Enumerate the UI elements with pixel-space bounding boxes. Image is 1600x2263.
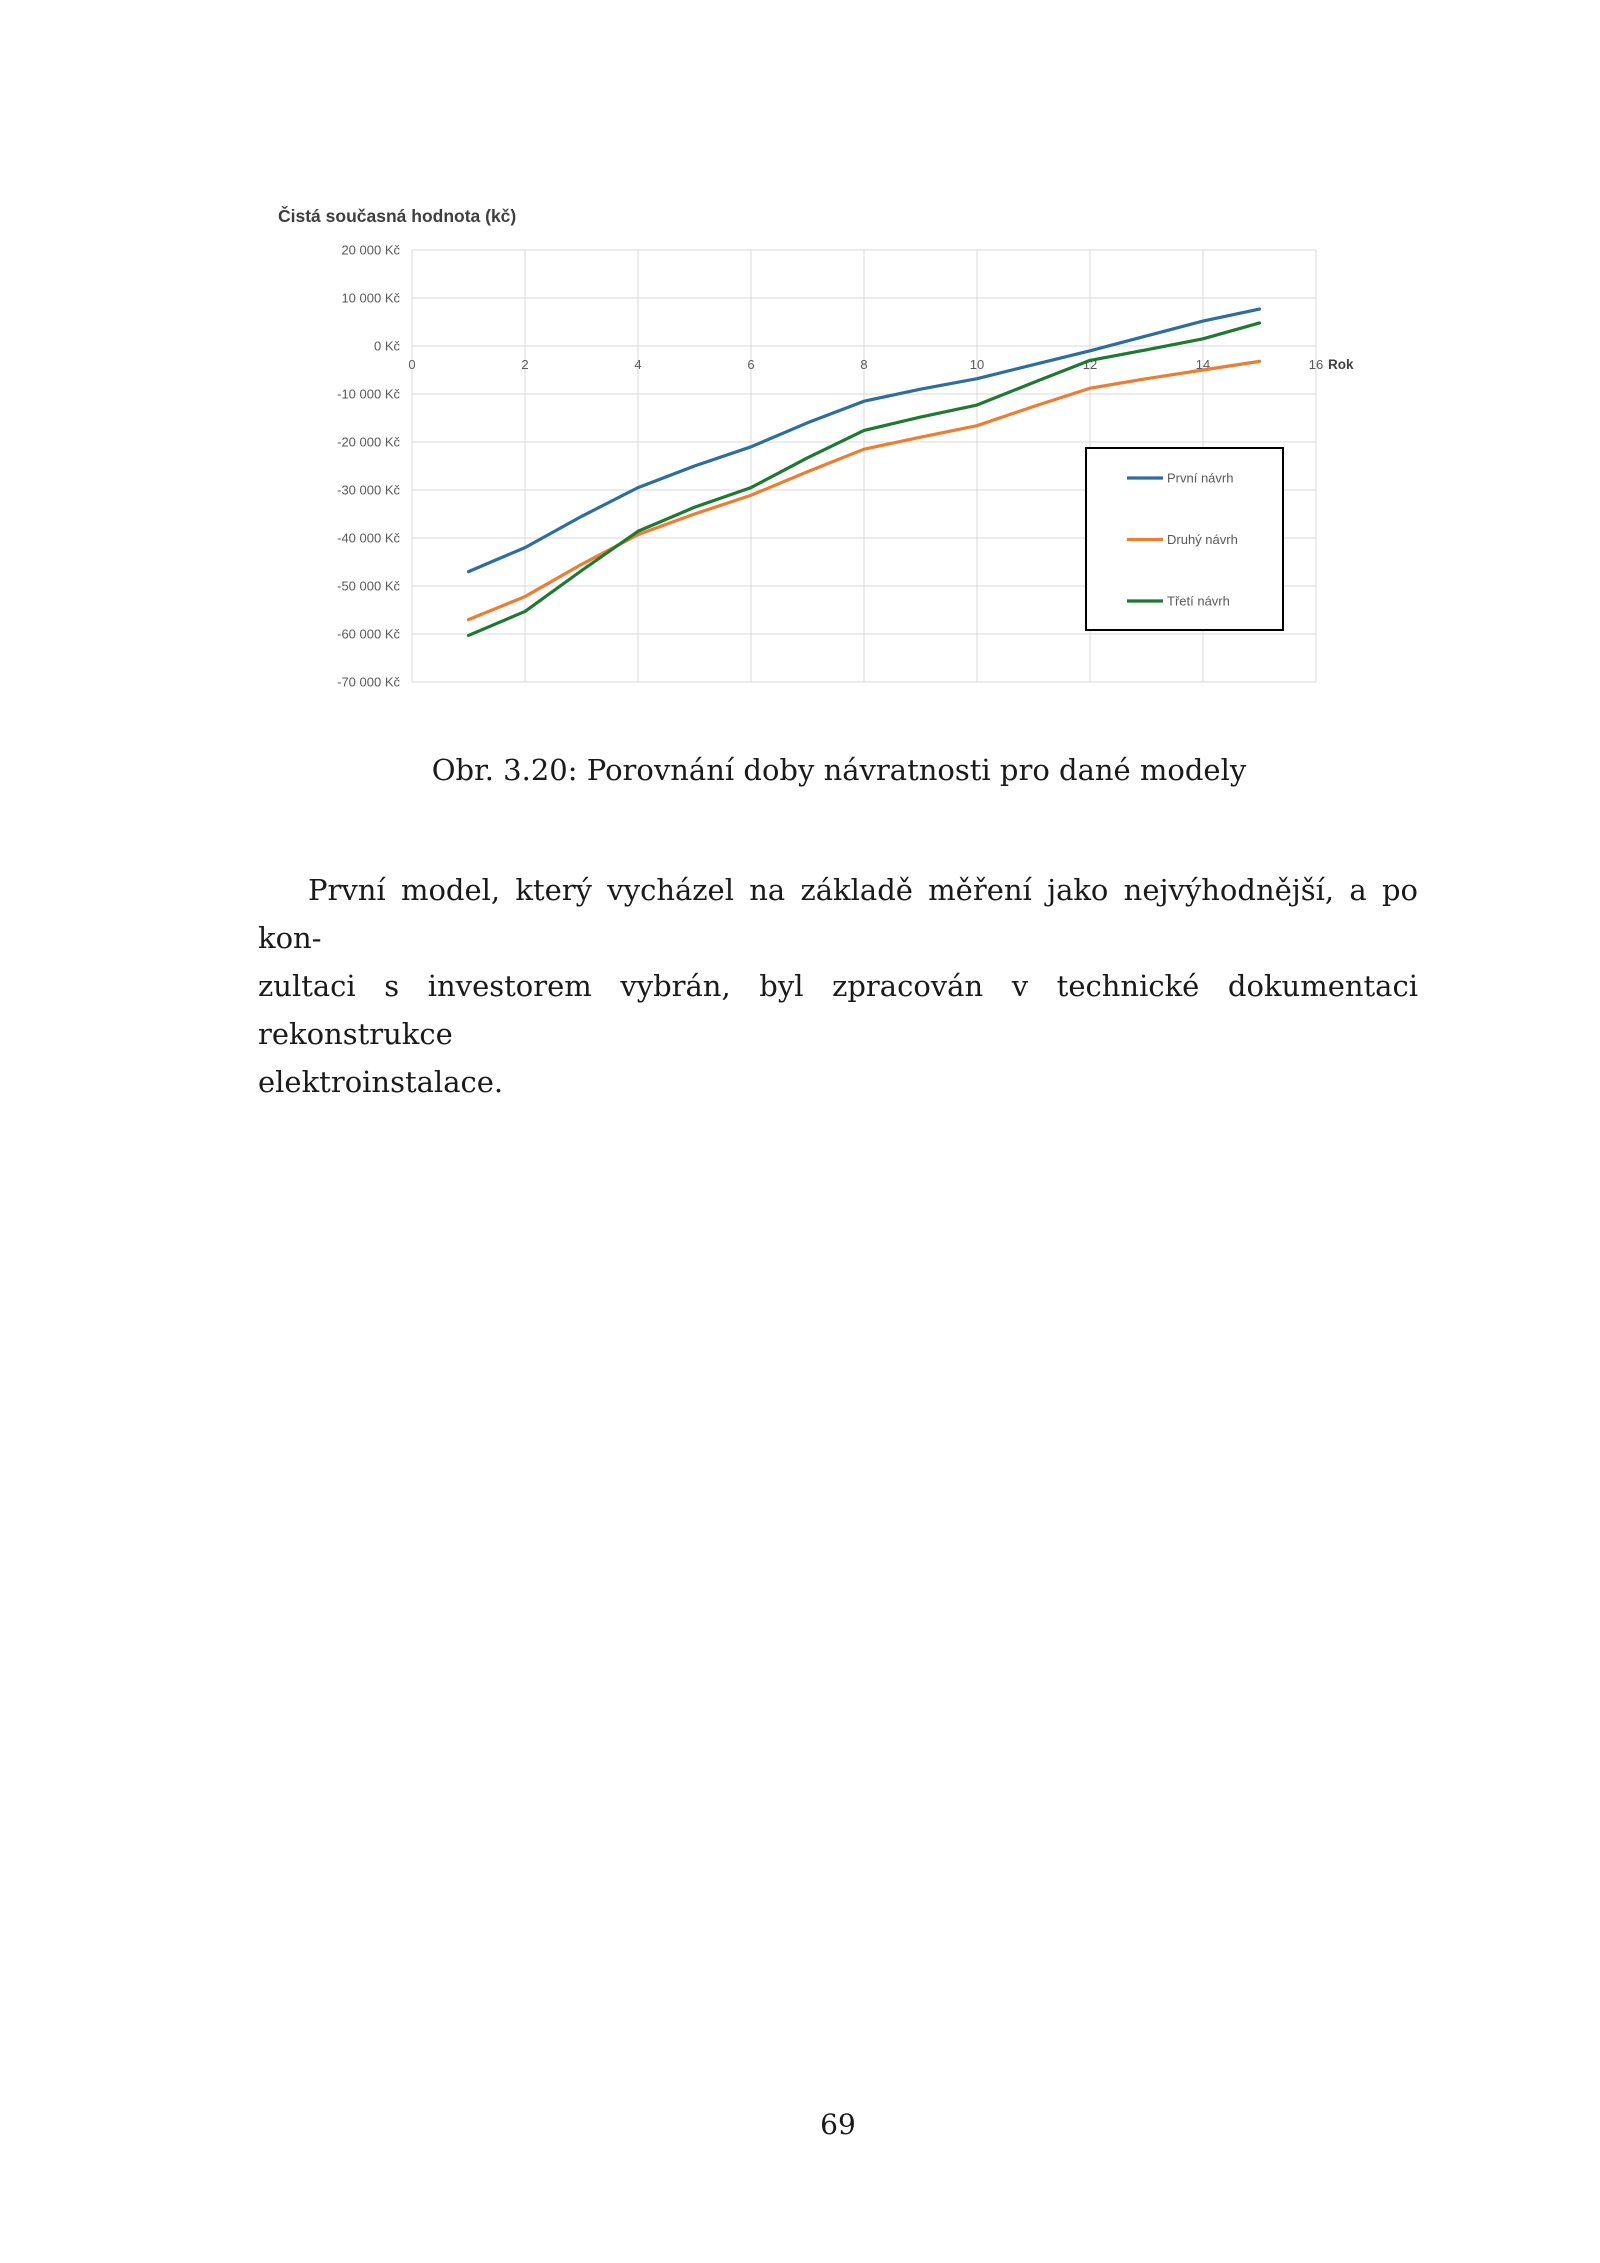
legend-box [1085,447,1284,631]
paragraph-line-2: zultaci s investorem vybrán, byl zpracov… [258,969,1418,1051]
series-line-3 [466,321,1262,638]
x-axis-tick-label: 4 [634,357,641,372]
paragraph-line-3: elektroinstalace. [258,1065,504,1099]
body-paragraph: První model, který vycházel na základě m… [258,866,1418,1106]
x-axis-title: Rok [1328,357,1354,372]
y-axis-tick-label: -70 000 Kč [337,675,400,690]
page-number: 69 [820,2108,856,2141]
x-axis-tick-label: 16 [1309,357,1323,372]
chart-title: Čistá současná hodnota (kč) [278,205,516,226]
x-axis-tick-label: 10 [970,357,984,372]
npv-line-chart: Čistá současná hodnota (kč) 20 000 Kč 10 0… [0,0,1600,760]
y-axis-tick-label: -40 000 Kč [337,531,400,546]
y-axis-tick-label: -60 000 Kč [337,627,400,642]
x-axis-tick-label: 2 [521,357,528,372]
y-axis-tick-label: 10 000 Kč [341,291,400,306]
chart-canvas: Čistá současná hodnota (kč) 20 000 Kč 10 0… [278,205,1354,690]
x-axis-tick-label: 0 [408,357,415,372]
x-axis-tick-label: 8 [860,357,867,372]
y-axis-tick-label: -10 000 Kč [337,387,400,402]
series-line-1 [466,307,1262,574]
y-axis-tick-label: -50 000 Kč [337,579,400,594]
legend-label-3: Třetí návrh [1167,594,1230,609]
x-axis-tick-label: 6 [747,357,754,372]
paragraph-line-1: První model, který vycházel na základě m… [258,873,1418,955]
y-axis-tick-label: -20 000 Kč [337,435,400,450]
legend-label-2: Druhý návrh [1167,532,1238,547]
figure-caption: Obr. 3.20: Porovnání doby návratnosti pr… [431,753,1247,787]
y-axis-tick-label: 20 000 Kč [341,243,400,258]
y-axis-tick-label: -30 000 Kč [337,483,400,498]
legend-label-1: První návrh [1167,471,1233,486]
series-line-2 [466,359,1262,622]
y-axis-tick-label: 0 Kč [374,339,401,354]
